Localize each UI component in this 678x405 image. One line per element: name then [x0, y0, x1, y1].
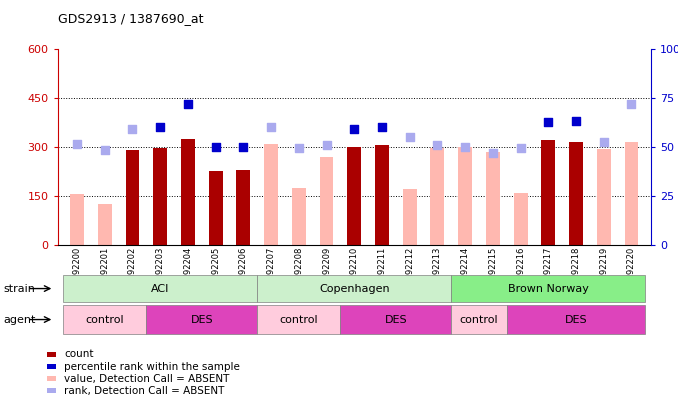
- Text: control: control: [85, 315, 124, 324]
- Point: [376, 124, 387, 130]
- Bar: [153, 149, 167, 245]
- Point: [460, 144, 471, 150]
- Text: rank, Detection Call = ABSENT: rank, Detection Call = ABSENT: [64, 386, 225, 396]
- Text: ACI: ACI: [151, 284, 170, 294]
- Text: DES: DES: [384, 315, 407, 324]
- Bar: [375, 145, 389, 245]
- Bar: [514, 193, 527, 245]
- Point: [210, 144, 221, 150]
- Point: [626, 101, 637, 107]
- Text: GDS2913 / 1387690_at: GDS2913 / 1387690_at: [58, 12, 203, 25]
- Point: [127, 126, 138, 132]
- Bar: [264, 143, 278, 245]
- Point: [598, 139, 609, 145]
- Bar: [541, 140, 555, 245]
- Bar: [347, 147, 361, 245]
- Bar: [125, 150, 140, 245]
- Point: [487, 150, 498, 157]
- Text: strain: strain: [3, 284, 35, 294]
- Text: count: count: [64, 350, 94, 359]
- Text: Copenhagen: Copenhagen: [319, 284, 390, 294]
- Text: control: control: [460, 315, 498, 324]
- Bar: [458, 147, 472, 245]
- Bar: [486, 152, 500, 245]
- Point: [238, 144, 249, 150]
- Bar: [431, 149, 444, 245]
- Bar: [319, 157, 334, 245]
- Text: DES: DES: [191, 315, 213, 324]
- Point: [515, 145, 526, 152]
- Point: [404, 134, 415, 140]
- Point: [266, 124, 277, 130]
- Text: DES: DES: [565, 315, 587, 324]
- Bar: [292, 188, 306, 245]
- Point: [182, 101, 193, 107]
- Text: agent: agent: [3, 315, 36, 324]
- Bar: [597, 149, 611, 245]
- Text: percentile rank within the sample: percentile rank within the sample: [64, 362, 240, 371]
- Point: [432, 142, 443, 148]
- Point: [571, 117, 582, 124]
- Text: value, Detection Call = ABSENT: value, Detection Call = ABSENT: [64, 374, 230, 384]
- Point: [155, 124, 165, 130]
- Bar: [403, 190, 416, 245]
- Bar: [237, 170, 250, 245]
- Bar: [209, 171, 222, 245]
- Point: [294, 145, 304, 152]
- Point: [72, 140, 83, 147]
- Bar: [181, 139, 195, 245]
- Bar: [98, 204, 112, 245]
- Text: Brown Norway: Brown Norway: [508, 284, 589, 294]
- Point: [321, 142, 332, 148]
- Point: [100, 147, 111, 153]
- Point: [543, 119, 554, 126]
- Bar: [70, 194, 84, 245]
- Bar: [624, 142, 639, 245]
- Point: [349, 126, 360, 132]
- Bar: [569, 142, 583, 245]
- Text: control: control: [279, 315, 318, 324]
